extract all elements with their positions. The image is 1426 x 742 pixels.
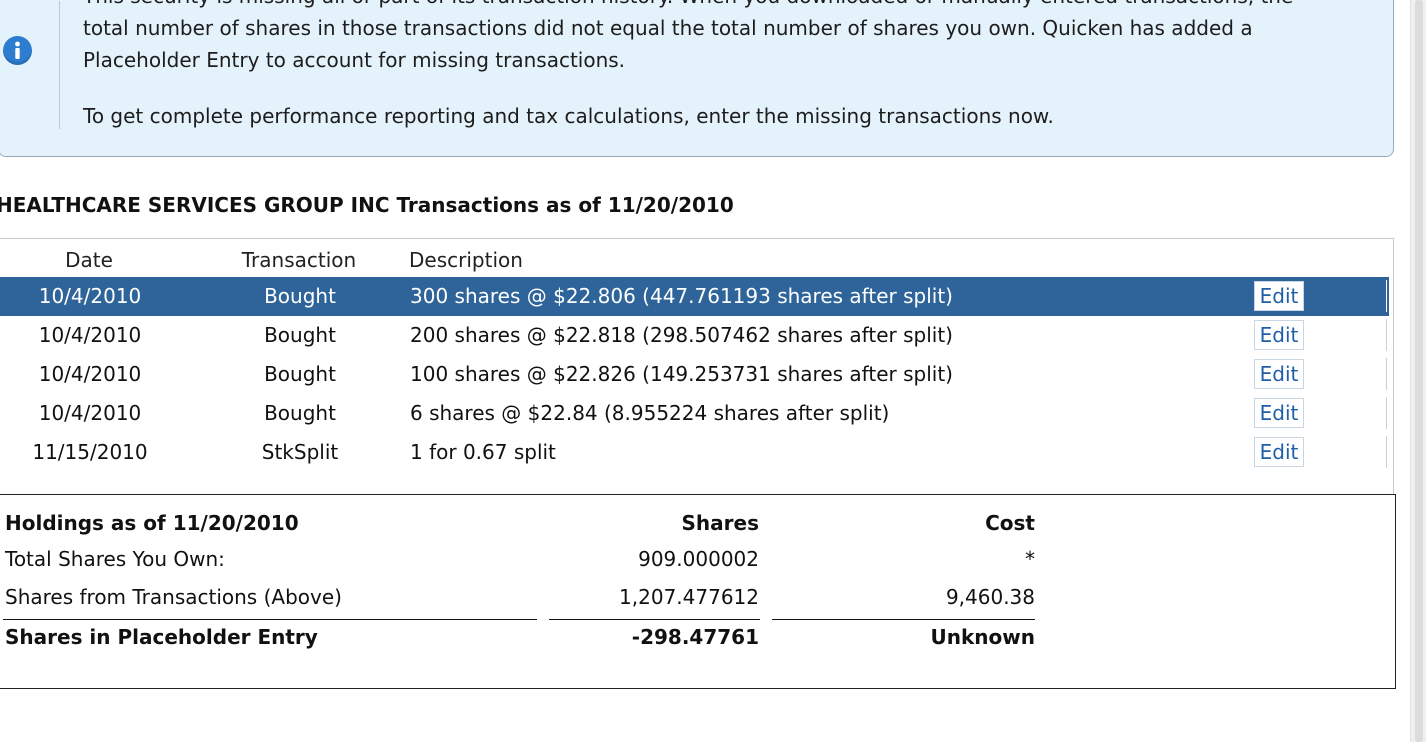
- section-title: HEALTHCARE SERVICES GROUP INC Transactio…: [0, 193, 734, 217]
- holdings-row-shares: 1,207.477612: [619, 585, 759, 609]
- row-description: 300 shares @ $22.806 (447.761193 shares …: [410, 284, 953, 308]
- row-description: 6 shares @ $22.84 (8.955224 shares after…: [410, 401, 890, 425]
- scrollbar-thumb[interactable]: [1415, 0, 1423, 742]
- banner-paragraph-1: This security is missing all or part of …: [83, 0, 1293, 76]
- row-divider: [1386, 319, 1391, 351]
- row-description: 200 shares @ $22.818 (298.507462 shares …: [410, 323, 953, 347]
- row-date: 11/15/2010: [32, 440, 148, 464]
- row-description: 1 for 0.67 split: [410, 440, 556, 464]
- holdings-row-shares: 909.000002: [638, 547, 759, 571]
- total-rule: [549, 619, 760, 620]
- row-divider: [1386, 397, 1391, 429]
- row-transaction: Bought: [264, 362, 336, 386]
- header-date[interactable]: Date: [65, 248, 113, 272]
- holdings-row-cost: *: [1025, 547, 1035, 571]
- edit-button[interactable]: Edit: [1254, 359, 1304, 389]
- row-date: 10/4/2010: [38, 284, 142, 308]
- placeholder-cost: Unknown: [930, 625, 1035, 649]
- transactions-grid: Date Transaction Description 10/4/2010 B…: [0, 238, 1394, 496]
- row-transaction: Bought: [264, 401, 336, 425]
- grid-header: Date Transaction Description: [0, 239, 1393, 277]
- vertical-scrollbar[interactable]: [1410, 0, 1426, 742]
- table-row[interactable]: 10/4/2010 Bought 200 shares @ $22.818 (2…: [0, 316, 1389, 355]
- banner-line-1: This security is missing all or part of …: [83, 0, 1293, 12]
- row-divider: [1386, 436, 1391, 468]
- header-transaction[interactable]: Transaction: [241, 248, 357, 272]
- holdings-row-cost: 9,460.38: [945, 585, 1035, 609]
- holdings-title: Holdings as of 11/20/2010: [5, 511, 299, 535]
- banner-line-3: Placeholder Entry to account for missing…: [83, 48, 626, 72]
- edit-button[interactable]: Edit: [1254, 320, 1304, 350]
- total-rule: [3, 619, 537, 620]
- row-description: 100 shares @ $22.826 (149.253731 shares …: [410, 362, 953, 386]
- shares-column-header: Shares: [681, 511, 759, 535]
- table-row[interactable]: 10/4/2010 Bought 6 shares @ $22.84 (8.95…: [0, 394, 1389, 433]
- row-date: 10/4/2010: [38, 323, 142, 347]
- table-row[interactable]: 11/15/2010 StkSplit 1 for 0.67 split Edi…: [0, 433, 1389, 472]
- banner-line-2: total number of shares in those transact…: [83, 16, 1253, 40]
- row-divider: [1386, 358, 1391, 390]
- row-transaction: Bought: [264, 323, 336, 347]
- holdings-summary: Holdings as of 11/20/2010 Shares Cost To…: [0, 494, 1396, 689]
- table-row[interactable]: 10/4/2010 Bought 100 shares @ $22.826 (1…: [0, 355, 1389, 394]
- row-transaction: Bought: [264, 284, 336, 308]
- banner-paragraph-2: To get complete performance reporting an…: [83, 104, 1054, 128]
- placeholder-label: Shares in Placeholder Entry: [5, 625, 318, 649]
- total-rule: [772, 619, 1035, 620]
- holdings-row-label: Total Shares You Own:: [5, 547, 225, 571]
- edit-button[interactable]: Edit: [1254, 398, 1304, 428]
- cost-column-header: Cost: [985, 511, 1035, 535]
- holdings-row-label: Shares from Transactions (Above): [5, 585, 342, 609]
- edit-button[interactable]: Edit: [1254, 437, 1304, 467]
- row-date: 10/4/2010: [38, 362, 142, 386]
- placeholder-shares: -298.47761: [631, 625, 759, 649]
- row-transaction: StkSplit: [261, 440, 339, 464]
- table-row[interactable]: 10/4/2010 Bought 300 shares @ $22.806 (4…: [0, 277, 1389, 316]
- row-date: 10/4/2010: [38, 401, 142, 425]
- info-banner: This security is missing all or part of …: [0, 0, 1394, 157]
- banner-divider: [59, 1, 60, 129]
- info-icon: [3, 36, 32, 65]
- header-description[interactable]: Description: [409, 248, 523, 272]
- edit-button[interactable]: Edit: [1254, 281, 1304, 311]
- row-divider: [1386, 280, 1391, 312]
